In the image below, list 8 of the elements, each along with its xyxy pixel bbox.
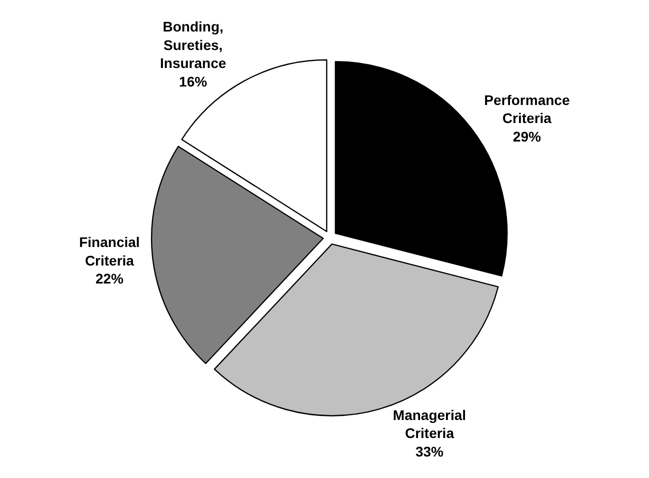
slice-label: Financial Criteria	[79, 234, 140, 268]
data-label: 29%	[512, 128, 542, 144]
slice-label: Performance Criteria	[484, 92, 570, 126]
data-label: 22%	[95, 270, 124, 286]
data-label: 33%	[415, 443, 444, 460]
slice-label: Managerial Criteria	[392, 406, 466, 442]
data-label: 16%	[179, 73, 208, 90]
slice-label: Bonding, Sureties, Insurance	[160, 18, 226, 72]
